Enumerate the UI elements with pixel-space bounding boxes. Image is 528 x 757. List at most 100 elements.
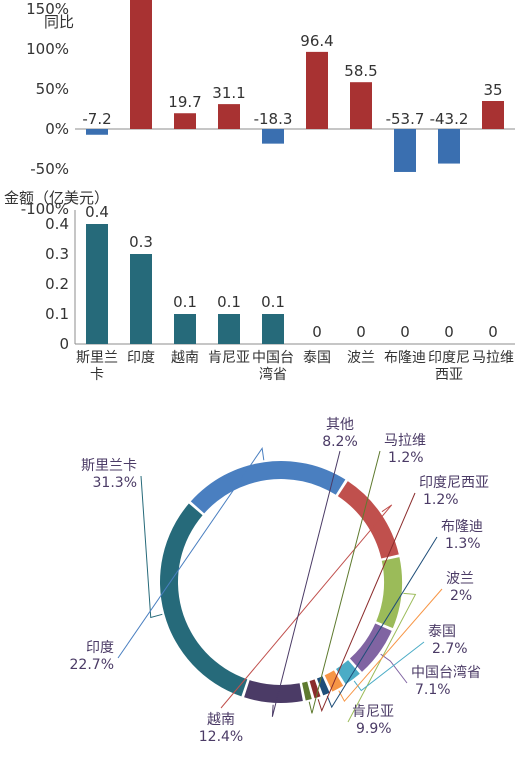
yoy-value-label: 19.7: [168, 93, 201, 111]
amount-bar-chart: 金额（亿美元） 0 0.1 0.2 0.3 0.4 0.4 斯里兰卡 0.3 印度 0.1 越南 0.…: [4, 189, 515, 383]
yoy-value-label: -43.2: [430, 110, 469, 128]
amount-value-label: 0: [488, 323, 498, 341]
donut-slice-label: 其他: [326, 417, 354, 433]
amount-axis-label: 金额（亿美元）: [4, 189, 109, 207]
donut-slice: [244, 680, 303, 703]
amount-bar: [174, 314, 196, 344]
donut-slice-label: 越南: [207, 712, 235, 728]
amount-bar: [218, 314, 240, 344]
yoy-ytick-label: 0%: [45, 120, 69, 138]
yoy-bar: [218, 104, 240, 129]
yoy-value-label: -7.2: [82, 110, 111, 128]
category-label: 布隆迪: [384, 350, 426, 366]
yoy-bar: [130, 0, 152, 130]
amount-value-label: 0: [356, 323, 366, 341]
amount-value-label: 0.1: [217, 293, 241, 311]
donut-leader-line: [117, 446, 265, 659]
donut-slice-label: 肯尼亚: [352, 704, 394, 720]
amount-bar: [262, 314, 284, 344]
donut-leader-line: [271, 450, 341, 717]
donut-leader-line: [347, 592, 417, 723]
donut-leader-line: [326, 536, 438, 709]
donut-slice: [337, 481, 399, 559]
yoy-ytick-label: -50%: [30, 160, 69, 178]
donut-leader-line: [317, 492, 416, 713]
category-label: 中国台: [252, 350, 294, 366]
donut-leader-line: [220, 504, 393, 709]
yoy-ytick-label: 150%: [26, 0, 69, 18]
donut-slice-value: 1.2%: [423, 492, 459, 508]
donut-slice-value: 9.9%: [356, 721, 392, 737]
donut-leader-line: [308, 450, 381, 714]
donut-slice-value: 1.3%: [445, 536, 481, 552]
donut-slice-label: 印度尼西亚: [419, 475, 489, 491]
amount-value-label: 0: [400, 323, 410, 341]
donut-slice-value: 31.3%: [93, 475, 137, 491]
donut-slice-value: 22.7%: [70, 657, 114, 673]
category-label: 印度: [127, 350, 155, 366]
category-label: 波兰: [347, 350, 375, 366]
donut-slice-value: 2%: [450, 588, 472, 604]
donut-leader-line: [338, 588, 443, 703]
donut-slice-label: 波兰: [446, 571, 474, 587]
yoy-bar-chart: 同比 -100%-50%0%50%100%150%200%-7.2189.319…: [21, 0, 515, 218]
amount-ytick-label: 0.4: [45, 215, 69, 233]
yoy-bar: [262, 129, 284, 144]
donut-slice-value: 7.1%: [415, 682, 451, 698]
donut-slice: [190, 460, 346, 514]
category-label: 肯尼亚: [208, 350, 250, 366]
donut-slice: [302, 681, 312, 701]
amount-value-label: 0.1: [261, 293, 285, 311]
donut-slice: [159, 503, 248, 697]
yoy-bar: [350, 82, 372, 129]
donut-slice-value: 8.2%: [322, 434, 358, 450]
donut-slice: [336, 660, 360, 685]
yoy-ytick-label: 50%: [36, 80, 69, 98]
donut-slice-label: 马拉维: [384, 433, 426, 449]
yoy-value-label: 31.1: [212, 84, 245, 102]
yoy-bar: [174, 113, 196, 129]
category-label: 泰国: [303, 350, 331, 366]
donut-slice-value: 1.2%: [388, 450, 424, 466]
donut-slice-label: 印度: [86, 640, 114, 656]
amount-value-label: 0.1: [173, 293, 197, 311]
donut-leader-line: [140, 475, 163, 619]
yoy-value-label: 58.5: [344, 62, 377, 80]
yoy-bar: [482, 101, 504, 129]
category-label: 斯里兰: [76, 350, 118, 366]
amount-ytick-label: 0.2: [45, 275, 69, 293]
yoy-value-label: 96.4: [300, 32, 333, 50]
category-label: 马拉维: [472, 350, 514, 366]
donut-slice-label: 斯里兰卡: [81, 458, 137, 474]
yoy-ytick-label: -100%: [21, 200, 69, 218]
amount-ytick-label: 0: [59, 335, 69, 353]
yoy-value-label: -18.3: [254, 110, 293, 128]
donut-slice-label: 中国台湾省: [411, 664, 481, 681]
category-label: 印度尼: [428, 350, 470, 366]
amount-ytick-label: 0.3: [45, 245, 69, 263]
yoy-bar: [306, 51, 328, 129]
donut-slice-value: 2.7%: [432, 641, 468, 657]
donut-slice-label: 泰国: [428, 624, 456, 640]
donut-slice: [309, 679, 321, 699]
category-label: 卡: [90, 367, 104, 383]
yoy-bar: [86, 129, 108, 135]
amount-value-label: 0: [312, 323, 322, 341]
yoy-value-label: 35: [483, 81, 502, 99]
amount-value-label: 0.4: [85, 203, 109, 221]
donut-slice: [376, 557, 402, 629]
amount-bar: [86, 224, 108, 344]
yoy-bar: [438, 129, 460, 164]
yoy-ytick-label: 100%: [26, 40, 69, 58]
donut-slice-label: 布隆迪: [441, 519, 483, 535]
donut-leader-line: [353, 641, 425, 692]
amount-value-label: 0: [444, 323, 454, 341]
category-label: 西亚: [435, 367, 463, 383]
yoy-axis-label: 同比: [44, 13, 74, 31]
amount-value-label: 0.3: [129, 233, 153, 251]
amount-bar: [130, 254, 152, 344]
donut-slice: [349, 623, 392, 672]
donut-slice: [324, 670, 344, 692]
